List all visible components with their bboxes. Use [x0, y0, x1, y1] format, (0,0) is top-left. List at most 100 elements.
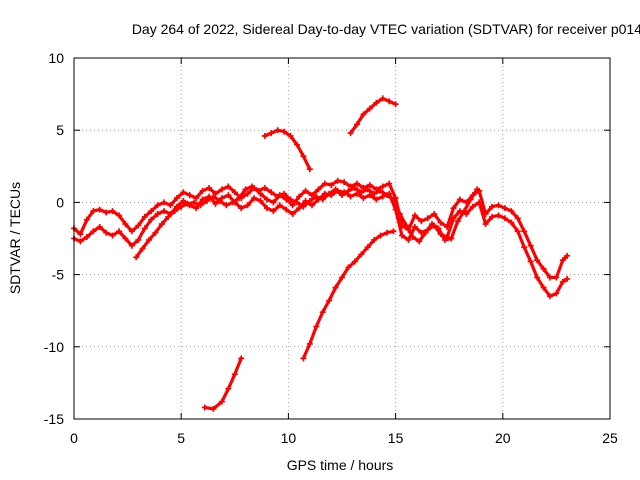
data-point-track-1 [148, 208, 155, 215]
data-point-track-7 [384, 229, 391, 236]
data-point-track-3 [384, 192, 391, 199]
data-point-track-2 [508, 219, 515, 226]
data-point-track-2 [199, 196, 206, 203]
data-point-track-1 [354, 180, 361, 187]
data-point-track-2 [212, 200, 219, 207]
data-point-track-3 [377, 187, 384, 194]
data-point-track-2 [399, 232, 406, 239]
data-point-track-2 [180, 197, 187, 204]
data-point-track-3 [461, 208, 468, 215]
series-line-track-3 [134, 184, 479, 259]
x-tick-label: 20 [495, 430, 511, 446]
data-point-track-2 [534, 274, 541, 281]
x-axis-label: GPS time / hours [287, 457, 394, 473]
data-point-track-3 [287, 196, 294, 203]
data-point-track-4 [238, 355, 245, 362]
data-point-track-4 [225, 385, 232, 392]
data-point-track-1 [116, 212, 123, 219]
data-point-track-7 [319, 309, 326, 316]
axis-ticks: 0 5 10 15 20 25 -15 -10 -5 0 5 10 [44, 50, 618, 446]
data-point-track-2 [559, 278, 566, 285]
data-point-track-2 [354, 190, 361, 197]
data-point-track-2 [257, 197, 264, 204]
data-point-track-3 [435, 225, 442, 232]
data-point-track-2 [116, 228, 123, 235]
data-point-track-1 [206, 184, 213, 191]
data-point-track-1 [386, 180, 393, 187]
data-point-track-3 [203, 197, 210, 204]
data-point-track-1 [508, 208, 515, 215]
data-point-track-2 [77, 238, 84, 245]
y-axis-label: SDTVAR / TECUs [7, 182, 23, 294]
data-point-track-2 [308, 202, 315, 209]
data-point-track-2 [476, 199, 483, 206]
data-point-track-3 [223, 202, 230, 209]
data-point-track-4 [231, 371, 238, 378]
data-point-track-4 [201, 404, 208, 411]
data-point-track-2 [251, 195, 258, 202]
data-point-track-2 [103, 229, 110, 236]
data-point-track-1 [489, 203, 496, 210]
data-point-track-3 [345, 187, 352, 194]
data-point-track-3 [319, 196, 326, 203]
data-point-track-3 [358, 189, 365, 196]
data-point-track-1 [193, 195, 200, 202]
data-point-track-6 [347, 130, 354, 137]
data-point-track-7 [358, 251, 365, 258]
data-point-track-3 [416, 238, 423, 245]
data-point-track-3 [191, 199, 198, 206]
x-tick-label: 5 [177, 430, 185, 446]
data-point-track-2 [238, 205, 245, 212]
data-point-track-3 [454, 218, 461, 225]
data-point-track-3 [351, 184, 358, 191]
data-point-track-2 [546, 293, 553, 300]
data-point-track-1 [90, 208, 97, 215]
data-point-track-1 [225, 183, 232, 190]
data-point-track-6 [392, 101, 399, 108]
data-point-track-7 [390, 228, 397, 235]
data-point-track-3 [184, 200, 191, 207]
data-point-track-6 [386, 98, 393, 105]
data-point-track-2 [450, 215, 457, 222]
data-point-track-3 [248, 183, 255, 190]
data-point-track-6 [366, 105, 373, 112]
data-point-track-5 [300, 153, 307, 160]
data-point-track-3 [210, 193, 217, 200]
data-point-track-2 [482, 221, 489, 228]
data-point-track-3 [229, 199, 236, 206]
data-point-track-1 [450, 205, 457, 212]
data-point-track-3 [152, 229, 159, 236]
data-point-track-6 [379, 95, 386, 102]
data-point-track-5 [306, 166, 313, 173]
data-point-track-3 [171, 208, 178, 215]
data-point-track-1 [534, 257, 541, 264]
data-point-track-3 [409, 234, 416, 241]
data-point-track-1 [308, 192, 315, 199]
x-tick-label: 25 [602, 430, 618, 446]
data-point-track-4 [218, 398, 225, 405]
data-point-track-2 [225, 192, 232, 199]
data-point-track-6 [373, 99, 380, 106]
data-point-track-2 [289, 210, 296, 217]
data-point-track-3 [474, 186, 481, 193]
data-point-track-1 [366, 182, 373, 189]
data-point-track-1 [296, 193, 303, 200]
data-point-track-1 [501, 205, 508, 212]
data-point-track-7 [332, 284, 339, 291]
data-point-track-1 [83, 216, 90, 223]
data-point-track-2 [405, 236, 412, 243]
plot-frame [73, 57, 611, 420]
data-point-track-3 [139, 245, 146, 252]
data-point-track-3 [390, 196, 397, 203]
data-point-track-2 [553, 290, 560, 297]
series-line-track-1 [72, 179, 569, 280]
series-line-track-2 [72, 189, 569, 298]
data-point-track-1 [173, 195, 180, 202]
y-tick-label: 10 [48, 50, 64, 66]
data-point-track-1 [96, 206, 103, 213]
data-point-track-5 [287, 132, 294, 139]
y-tick-label: -5 [52, 267, 65, 283]
data-point-track-1 [321, 180, 328, 187]
data-point-track-3 [403, 222, 410, 229]
data-point-track-1 [289, 202, 296, 209]
